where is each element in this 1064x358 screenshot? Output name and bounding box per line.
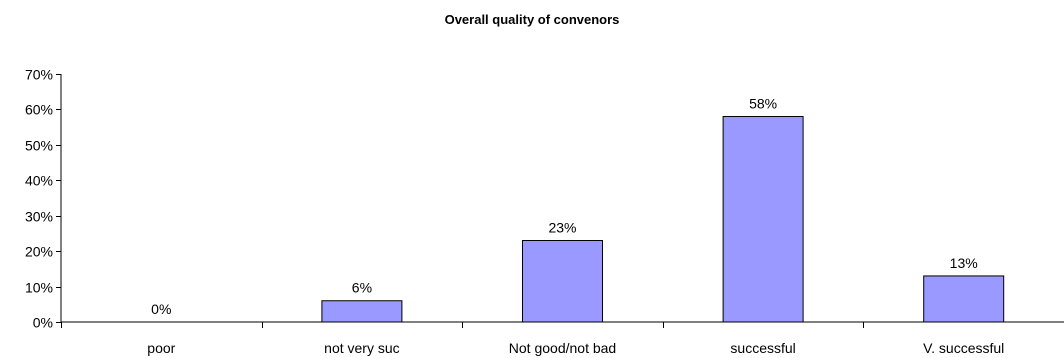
y-tick-label: 0%	[33, 315, 53, 331]
y-tick-label: 50%	[25, 138, 53, 154]
x-category-label: poor	[147, 340, 175, 356]
bar-successful	[722, 116, 804, 323]
chart-title: Overall quality of convenors	[444, 12, 620, 27]
data-label: 6%	[352, 280, 372, 296]
y-tick-label: 60%	[25, 102, 53, 118]
y-tick-label: 40%	[25, 173, 53, 189]
data-label: 13%	[950, 255, 978, 271]
bar-not-good-not-bad	[522, 240, 603, 323]
x-category-label: successful	[730, 340, 795, 356]
data-label: 23%	[548, 220, 576, 236]
y-tick-label: 70%	[25, 67, 53, 83]
bar-v-successful	[923, 275, 1005, 323]
data-label: 0%	[151, 301, 171, 317]
y-tick-label: 10%	[25, 280, 53, 296]
y-tick-label: 20%	[25, 244, 53, 260]
x-category-label: Not good/not bad	[509, 340, 616, 356]
bar-not-very-suc	[321, 300, 403, 323]
data-label: 58%	[749, 96, 777, 112]
x-category-label: V. successful	[923, 340, 1004, 356]
x-category-label: not very suc	[324, 340, 399, 356]
y-tick-label: 30%	[25, 209, 53, 225]
